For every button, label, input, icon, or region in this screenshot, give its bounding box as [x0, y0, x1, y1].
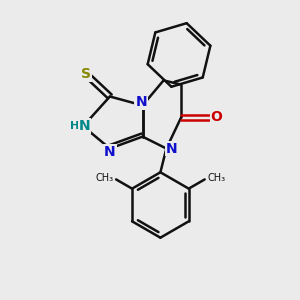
Text: N: N — [104, 145, 116, 159]
Text: N: N — [79, 119, 90, 133]
Text: CH₃: CH₃ — [207, 173, 225, 183]
Text: O: O — [210, 110, 222, 124]
Text: S: S — [81, 67, 91, 81]
Text: N: N — [166, 142, 178, 155]
Text: CH₃: CH₃ — [96, 173, 114, 183]
Text: N: N — [135, 95, 147, 109]
Text: H: H — [70, 121, 79, 131]
